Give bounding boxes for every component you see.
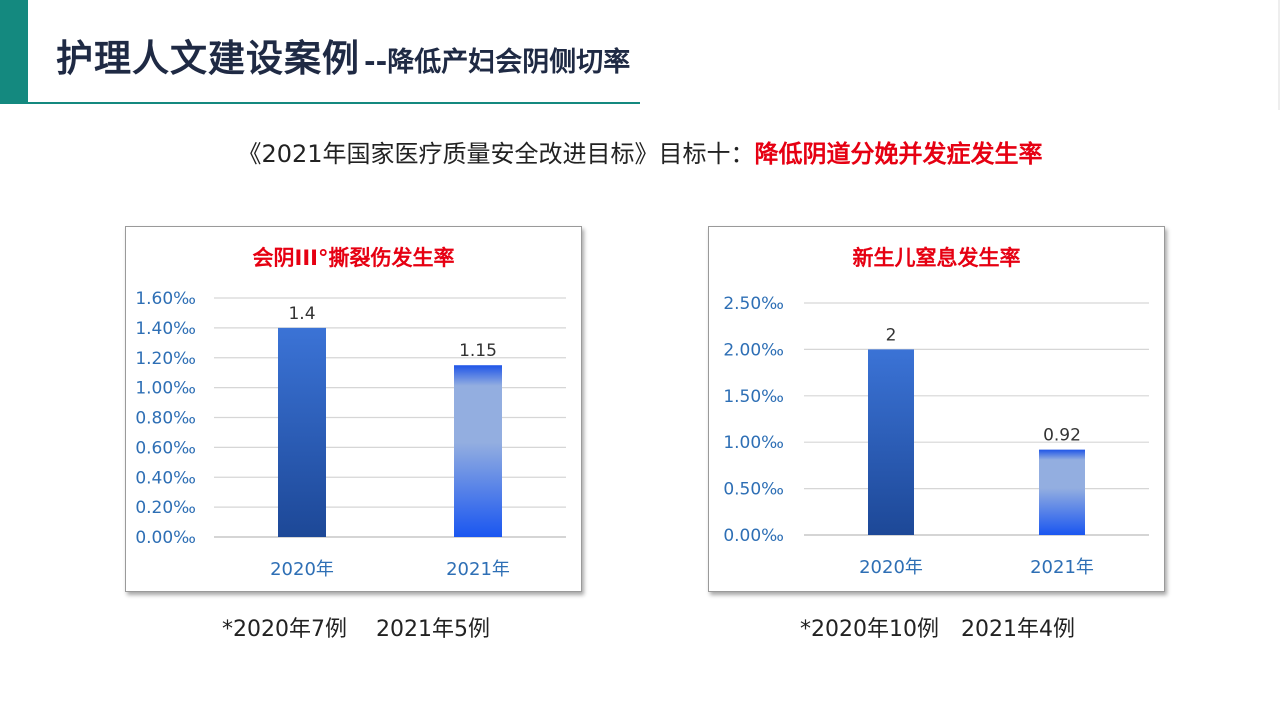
title-underline — [28, 102, 640, 104]
chart-neonatal-asphyxia-svg: 新生儿窒息发生率 0.00‰ 0.50‰ 1.00‰ 1.50‰ 2.00‰ 2.50‰ 2 2… — [723, 246, 1149, 578]
bar-value-label: 2 — [886, 325, 897, 345]
y-tick-label: 0.80‰ — [135, 409, 196, 429]
y-tick-label: 2.50‰ — [723, 294, 784, 314]
bar-2021 — [454, 365, 502, 537]
y-tick-label: 1.50‰ — [723, 387, 784, 407]
y-tick-label: 0.00‰ — [723, 526, 784, 546]
slide-edge-divider — [1278, 0, 1280, 110]
chart-title: 会阴III°撕裂伤发生率 — [253, 246, 455, 270]
chart-perineal-tear-svg: 会阴III°撕裂伤发生率 0.00‰ 0.20‰ 0.40‰ 0.60‰ 0.80‰ 1.0… — [135, 246, 566, 580]
y-tick-label: 0.50‰ — [723, 480, 784, 500]
x-category-label: 2020年 — [859, 557, 923, 578]
goal-subtitle-highlight: 降低阴道分娩并发症发生率 — [754, 140, 1043, 168]
bar-value-label: 0.92 — [1043, 426, 1081, 446]
bar-value-label: 1.4 — [288, 304, 315, 324]
goal-subtitle-prefix: 《2021年国家医疗质量安全改进目标》目标十： — [237, 140, 755, 168]
y-tick-label: 0.40‰ — [135, 468, 196, 488]
y-tick-label: 1.40‰ — [135, 319, 196, 339]
y-tick-label: 1.60‰ — [135, 289, 196, 309]
page-title: 护理人文建设案例 -- 降低产妇会阴侧切率 — [56, 28, 630, 84]
y-tick-label: 1.20‰ — [135, 349, 196, 369]
bar-value-label: 1.15 — [459, 341, 497, 361]
y-tick-label: 1.00‰ — [723, 433, 784, 453]
chart-perineal-tear-rate: 会阴III°撕裂伤发生率 0.00‰ 0.20‰ 0.40‰ 0.60‰ 0.80‰ 1.0… — [125, 226, 582, 592]
case-count-note-1: *2020年7例 2021年5例 — [222, 617, 490, 642]
y-tick-label: 0.60‰ — [135, 438, 196, 458]
y-tick-label: 1.00‰ — [135, 379, 196, 399]
chart-title: 新生儿窒息发生率 — [853, 246, 1021, 270]
page-title-sub: 降低产妇会阴侧切率 — [387, 47, 631, 78]
y-tick-label: 0.20‰ — [135, 498, 196, 518]
x-category-label: 2020年 — [270, 559, 334, 580]
y-tick-label: 2.00‰ — [723, 340, 784, 360]
x-category-label: 2021年 — [1030, 557, 1094, 578]
page-title-main: 护理人文建设案例 — [56, 37, 360, 80]
x-category-label: 2021年 — [446, 559, 510, 580]
bar-2021 — [1039, 449, 1085, 535]
goal-subtitle: 《2021年国家医疗质量安全改进目标》目标十：降低阴道分娩并发症发生率 — [0, 134, 1280, 169]
bar-2020 — [868, 349, 914, 535]
case-count-note-2: *2020年10例 2021年4例 — [800, 617, 1075, 642]
title-accent-bar — [0, 0, 28, 104]
bar-2020 — [278, 327, 326, 537]
page-title-separator: -- — [364, 45, 388, 78]
y-tick-label: 0.00‰ — [135, 528, 196, 548]
chart-neonatal-asphyxia-rate: 新生儿窒息发生率 0.00‰ 0.50‰ 1.00‰ 1.50‰ 2.00‰ 2.50‰ 2 2… — [708, 226, 1165, 592]
